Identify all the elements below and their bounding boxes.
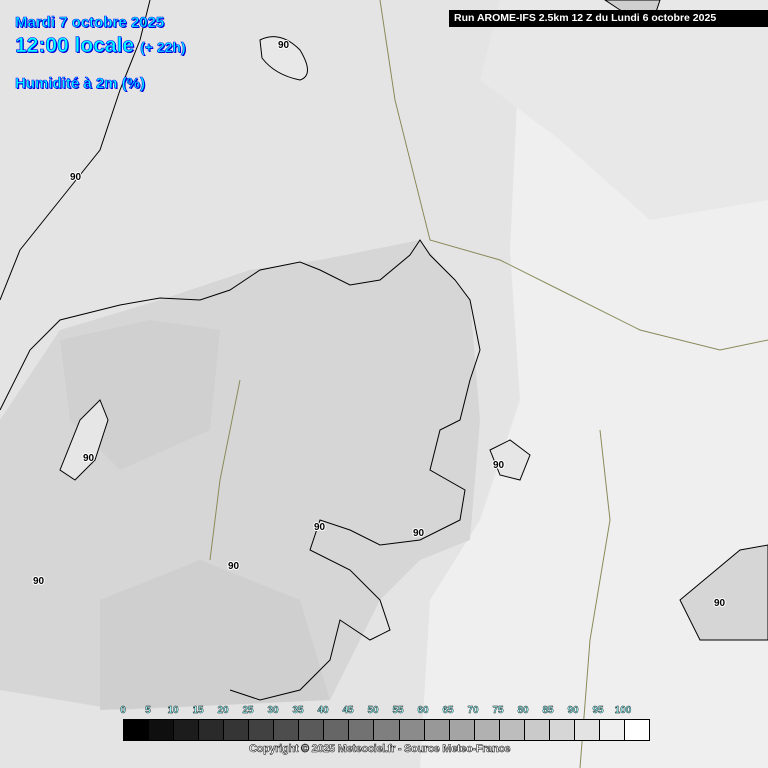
legend-label: 75 <box>492 705 504 716</box>
contour-label: 90 <box>278 40 290 51</box>
legend-label: 95 <box>592 705 604 716</box>
legend-swatch <box>524 720 550 740</box>
color-legend: 0 5 10 15 20 25 30 35 40 45 50 55 60 65 70 75 80 85 90 95 10… <box>120 705 683 741</box>
legend-swatch <box>499 720 525 740</box>
legend-label: 55 <box>392 705 404 716</box>
forecast-time: 12:00 locale (+ 22h) <box>15 34 186 58</box>
legend-swatch <box>174 720 200 740</box>
parameter-title: Humidité à 2m (%) <box>15 75 146 93</box>
contour-label: 90 <box>83 453 95 464</box>
legend-swatch <box>274 720 300 740</box>
lake-west <box>59 399 109 481</box>
legend-label: 25 <box>242 705 254 716</box>
contour-label: 90 <box>70 172 82 183</box>
legend-swatch <box>549 720 575 740</box>
legend-swatch <box>149 720 175 740</box>
legend-swatch <box>424 720 450 740</box>
legend-swatch <box>124 720 150 740</box>
legend-swatch <box>624 720 649 740</box>
border-3 <box>579 429 611 768</box>
legend-swatch <box>349 720 375 740</box>
coastline <box>0 239 481 701</box>
contour-label: 90 <box>314 522 326 533</box>
legend-swatch <box>249 720 275 740</box>
legend-label: 100 <box>614 705 632 716</box>
legend-label: 60 <box>417 705 429 716</box>
run-info: Run AROME-IFS 2.5km 12 Z du Lundi 6 octo… <box>449 10 768 27</box>
legend-label: 50 <box>367 705 379 716</box>
legend-swatch <box>599 720 625 740</box>
legend-swatch <box>399 720 425 740</box>
contour-label: 90 <box>413 528 425 539</box>
legend-swatch <box>299 720 325 740</box>
border-2 <box>209 379 241 561</box>
legend-label: 90 <box>567 705 579 716</box>
land-region-sw <box>100 560 330 710</box>
time-offset: (+ 22h) <box>140 39 186 56</box>
legend-label: 65 <box>442 705 454 716</box>
legend-label: 0 <box>120 705 126 716</box>
contour-labels: 90 90 90 90 90 90 90 90 90 <box>32 39 727 610</box>
legend-label: 40 <box>317 705 329 716</box>
contour-label: 90 <box>493 460 505 471</box>
forecast-date: Mardi 7 octobre 2025 <box>15 14 165 32</box>
legend-swatch <box>324 720 350 740</box>
legend-swatch <box>374 720 400 740</box>
legend-label: 85 <box>542 705 554 716</box>
legend-label: 20 <box>217 705 229 716</box>
humid-region-north-east <box>480 0 768 220</box>
island-east <box>489 439 531 481</box>
legend-labels: 0 5 10 15 20 25 30 35 40 45 50 55 60 65 70 75 80 85 90 95 10… <box>120 705 683 719</box>
legend-swatch <box>474 720 500 740</box>
legend-label: 70 <box>467 705 479 716</box>
legend-label: 30 <box>267 705 279 716</box>
contour-label: 90 <box>33 576 45 587</box>
legend-bar <box>123 719 650 741</box>
legend-label: 10 <box>167 705 179 716</box>
contour-label: 90 <box>714 598 726 609</box>
island <box>259 36 308 81</box>
copyright: Copyright © 2025 Meteociel.fr - Source M… <box>249 743 511 756</box>
legend-label: 45 <box>342 705 354 716</box>
legend-swatch <box>449 720 475 740</box>
time-label: 12:00 locale <box>15 34 135 58</box>
coastline-west <box>0 0 151 301</box>
land-south-east <box>679 544 768 641</box>
legend-label: 5 <box>145 705 151 716</box>
legend-label: 35 <box>292 705 304 716</box>
legend-label: 80 <box>517 705 529 716</box>
border <box>379 0 768 351</box>
legend-swatch <box>224 720 250 740</box>
contour-label: 90 <box>228 561 240 572</box>
legend-swatch <box>199 720 225 740</box>
legend-label: 15 <box>192 705 204 716</box>
legend-swatch <box>574 720 600 740</box>
